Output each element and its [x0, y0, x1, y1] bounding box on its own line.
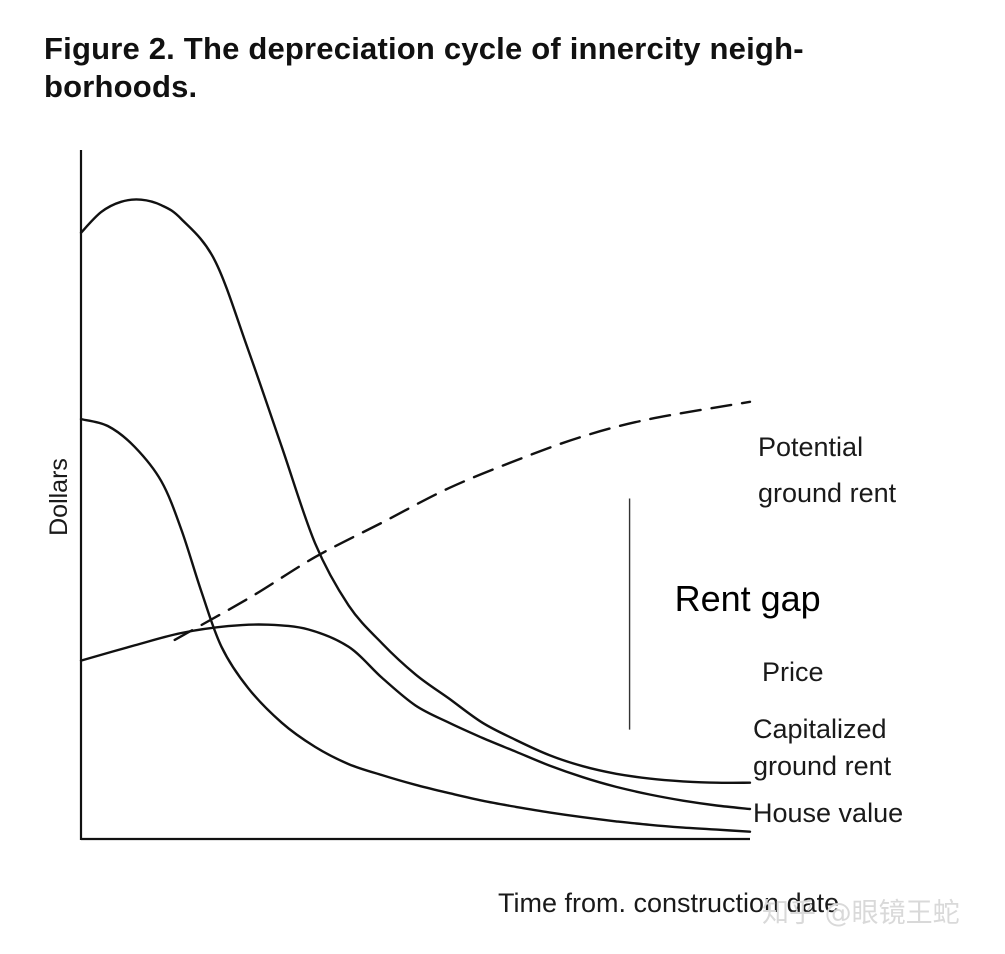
- series-label-potential-ground-rent-line-2: ground rent: [758, 478, 897, 508]
- series-label-potential-ground-rent-line-1: Potential: [758, 432, 863, 462]
- x-axis-label: Time from. construction date: [498, 888, 839, 918]
- chart-title-line-2: borhoods.: [44, 68, 198, 104]
- series-labels: Potential ground rent Price Capitalized grou…: [753, 432, 903, 828]
- series-label-capitalized-ground-rent-line-1: Capitalized: [753, 714, 887, 744]
- series-label-price-line-1: Price: [762, 657, 824, 687]
- series-line-house-value: [79, 417, 752, 833]
- series-line-capitalized-ground-rent: [79, 623, 752, 811]
- series-label-house-value-line-1: House value: [753, 798, 903, 828]
- series-label-capitalized-ground-rent-line-2: ground rent: [753, 751, 892, 781]
- series-line-potential-ground-rent: [173, 400, 752, 642]
- watermark: 知乎 @眼镜王蛇: [762, 898, 960, 929]
- y-axis-label: Dollars: [45, 458, 73, 536]
- chart-title-line-1: Figure 2. The depreciation cycle of inne…: [44, 31, 804, 66]
- annotations: Rent gap: [628, 498, 821, 730]
- series-layer: [79, 198, 752, 833]
- rent-gap-label: Rent gap: [675, 578, 821, 619]
- chart-title: Figure 2. The depreciation cycle of inne…: [44, 30, 964, 106]
- series-line-price: [79, 198, 752, 785]
